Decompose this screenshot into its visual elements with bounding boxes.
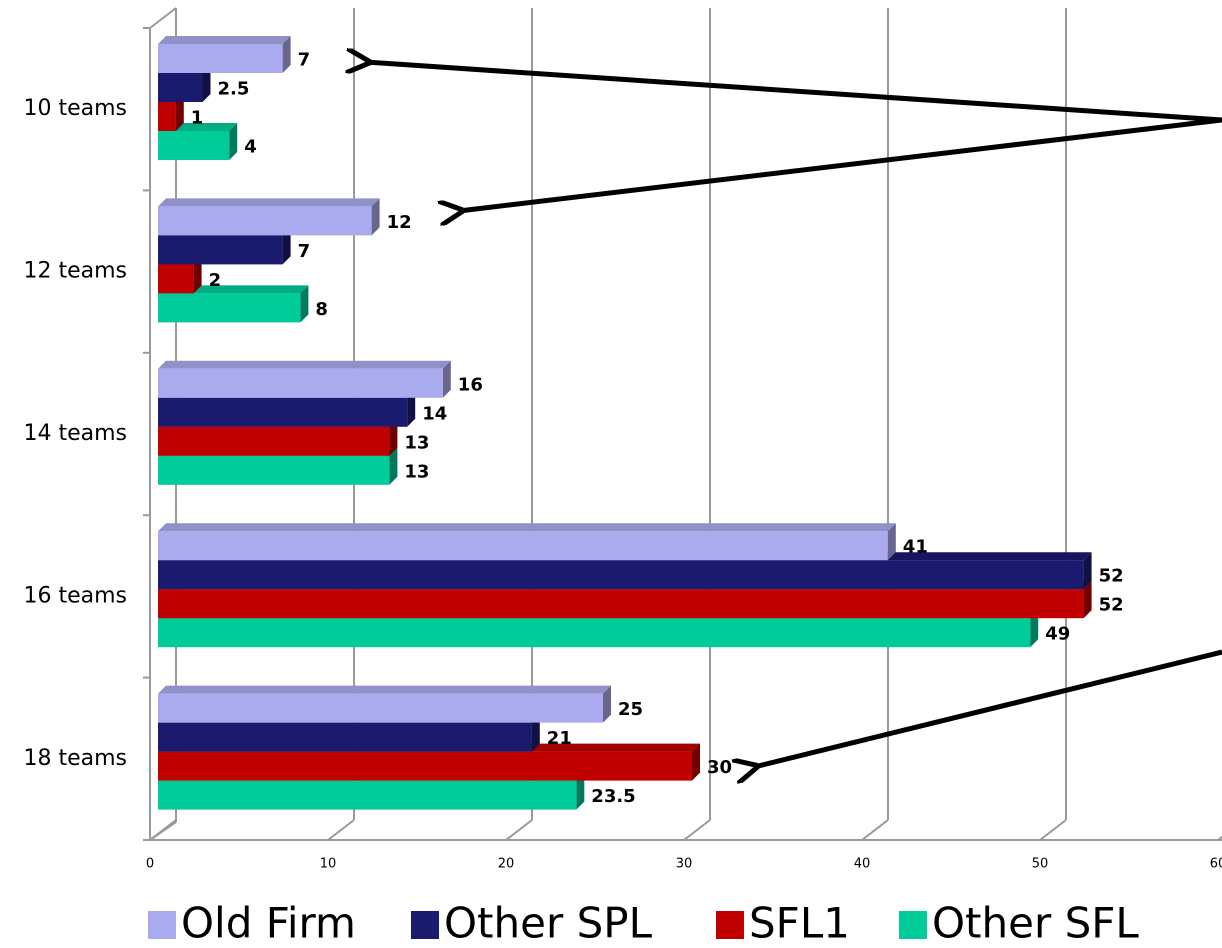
bar: [158, 397, 408, 427]
bar: [158, 44, 283, 73]
bar: [158, 531, 888, 561]
bar: [158, 751, 692, 781]
bar-top: [158, 36, 291, 44]
bar: [158, 618, 1031, 648]
bar: [158, 560, 1084, 590]
bar-side: [1030, 610, 1039, 648]
x-tick-label: 50: [1032, 857, 1049, 872]
y-tick-label: 14 teams: [23, 421, 127, 446]
value-label: 52: [1099, 595, 1124, 616]
bar-side: [887, 523, 896, 561]
bar: [158, 73, 203, 102]
legend-swatch: [411, 911, 439, 939]
bar-side: [407, 389, 416, 427]
bar: [158, 235, 283, 265]
value-label: 23.5: [591, 786, 635, 807]
x-tick-label: 60: [1210, 857, 1222, 872]
bar: [158, 368, 443, 398]
value-label: 13: [404, 432, 429, 453]
bar: [158, 293, 301, 323]
x-tick-label: 40: [854, 857, 871, 872]
legend-swatch: [148, 911, 176, 939]
value-label: 16: [458, 374, 483, 395]
value-label: 8: [315, 299, 328, 320]
bar-side: [389, 418, 398, 456]
value-label: 30: [707, 757, 732, 778]
legend-label: SFL1: [749, 899, 850, 948]
bar-side: [692, 743, 700, 781]
legend-label: Other SPL: [444, 899, 653, 948]
floor-tick: [861, 819, 889, 841]
floor-tick: [683, 819, 711, 841]
bar-side: [389, 447, 398, 485]
bar-top: [158, 523, 896, 532]
bar: [158, 455, 390, 485]
bar-side: [442, 360, 451, 398]
bar: [158, 780, 577, 810]
value-label: 21: [547, 728, 572, 749]
bar-top: [158, 685, 611, 694]
value-label: 52: [1099, 566, 1124, 587]
legend-swatch: [899, 911, 927, 939]
y-tick-label: 18 teams: [23, 746, 127, 771]
legend-swatch: [716, 911, 744, 939]
legend-label: Old Firm: [181, 899, 356, 948]
bar-side: [371, 198, 380, 236]
value-label: 7: [298, 50, 311, 71]
bar-side: [576, 772, 585, 810]
value-label: 7: [298, 241, 311, 262]
value-label: 12: [387, 212, 412, 233]
floor-tick: [505, 819, 533, 841]
x-tick-label: 0: [146, 857, 154, 872]
bar: [158, 264, 194, 294]
bar-side: [531, 714, 540, 752]
bar: [158, 206, 372, 236]
bar: [158, 722, 532, 752]
bar-side: [282, 36, 291, 73]
bar-side: [202, 65, 211, 102]
bar-side: [282, 227, 291, 265]
value-label: 41: [903, 537, 928, 558]
x-tick-label: 30: [676, 857, 693, 872]
bar: [158, 589, 1084, 619]
floor-tick: [327, 819, 355, 841]
bar-top: [158, 360, 451, 369]
bar: [158, 693, 603, 723]
value-label: 13: [404, 461, 429, 482]
value-label: 1: [191, 108, 204, 129]
y-tick-label: 10 teams: [23, 96, 127, 121]
bar-side: [175, 94, 184, 131]
value-label: 14: [422, 403, 447, 424]
value-label: 4: [244, 137, 257, 158]
value-label: 2: [209, 270, 222, 291]
legend-label: Other SFL: [932, 899, 1139, 948]
x-tick-label: 10: [320, 857, 337, 872]
y-tick-label: 16 teams: [23, 583, 127, 608]
y-tick-label: 12 teams: [23, 259, 127, 284]
floor-tick: [1039, 819, 1067, 841]
value-label: 49: [1045, 624, 1070, 645]
bar-side: [193, 256, 202, 294]
bar-side: [603, 685, 611, 723]
bar-side: [1083, 552, 1092, 590]
value-label: 2.5: [218, 79, 250, 100]
bar-side: [1083, 581, 1092, 619]
bar-side: [300, 285, 309, 323]
x-tick-label: 20: [498, 857, 515, 872]
bar-top: [158, 198, 380, 207]
bar-side: [229, 123, 238, 160]
value-label: 25: [618, 699, 643, 720]
floor-tick: [149, 819, 177, 841]
floor-tick: [1217, 835, 1222, 841]
bar: [158, 426, 390, 456]
bar: [158, 131, 230, 160]
bar: [158, 102, 176, 131]
annotation-arrows: [366, 62, 1222, 767]
